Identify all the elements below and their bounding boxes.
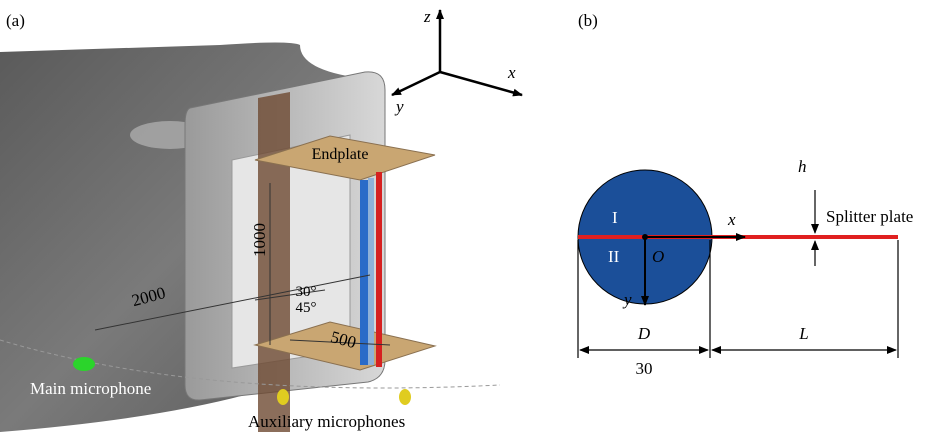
region-label: II	[608, 247, 620, 266]
endplate-top	[254, 135, 436, 181]
panel-b: (b) I II O x y h Splitter plate D 30 L	[577, 11, 913, 378]
panel-label: (b)	[578, 11, 598, 30]
endplate-label: Endplate	[312, 146, 369, 163]
angle-30: 30°	[296, 284, 317, 300]
main-microphone-label: Main microphone	[30, 379, 151, 398]
axis-x: x	[507, 63, 516, 82]
splitter-label: Splitter plate	[826, 207, 913, 226]
l-label: L	[798, 324, 808, 343]
cylinder	[360, 180, 368, 365]
d-label: D	[637, 324, 651, 343]
panel-a: (a) Endplate 1000 2000 30° 45° 500 Main …	[0, 7, 523, 432]
splitter	[376, 172, 382, 367]
dimension-lines	[0, 183, 501, 389]
y-label: y	[622, 290, 632, 309]
cylinder-shade	[368, 178, 374, 365]
region-label: I	[612, 208, 618, 227]
axis-z: z	[423, 7, 431, 26]
origin-label: O	[652, 247, 664, 266]
axis-y: y	[394, 97, 404, 116]
x-label: x	[727, 210, 736, 229]
endplate-bottom	[253, 321, 437, 371]
origin-dot	[642, 234, 648, 240]
aux-microphone	[277, 389, 289, 405]
angle-45: 45°	[296, 300, 317, 316]
axes-triad	[391, 9, 523, 97]
panel-label: (a)	[6, 11, 25, 30]
dim-1000: 1000	[250, 223, 269, 257]
dimensions	[577, 190, 899, 358]
aux-microphone	[399, 389, 411, 405]
h-label: h	[798, 157, 807, 176]
main-microphone	[73, 357, 95, 371]
bracket	[258, 92, 290, 432]
d-value: 30	[636, 359, 653, 378]
aux-microphone-label: Auxiliary microphones	[248, 412, 405, 431]
